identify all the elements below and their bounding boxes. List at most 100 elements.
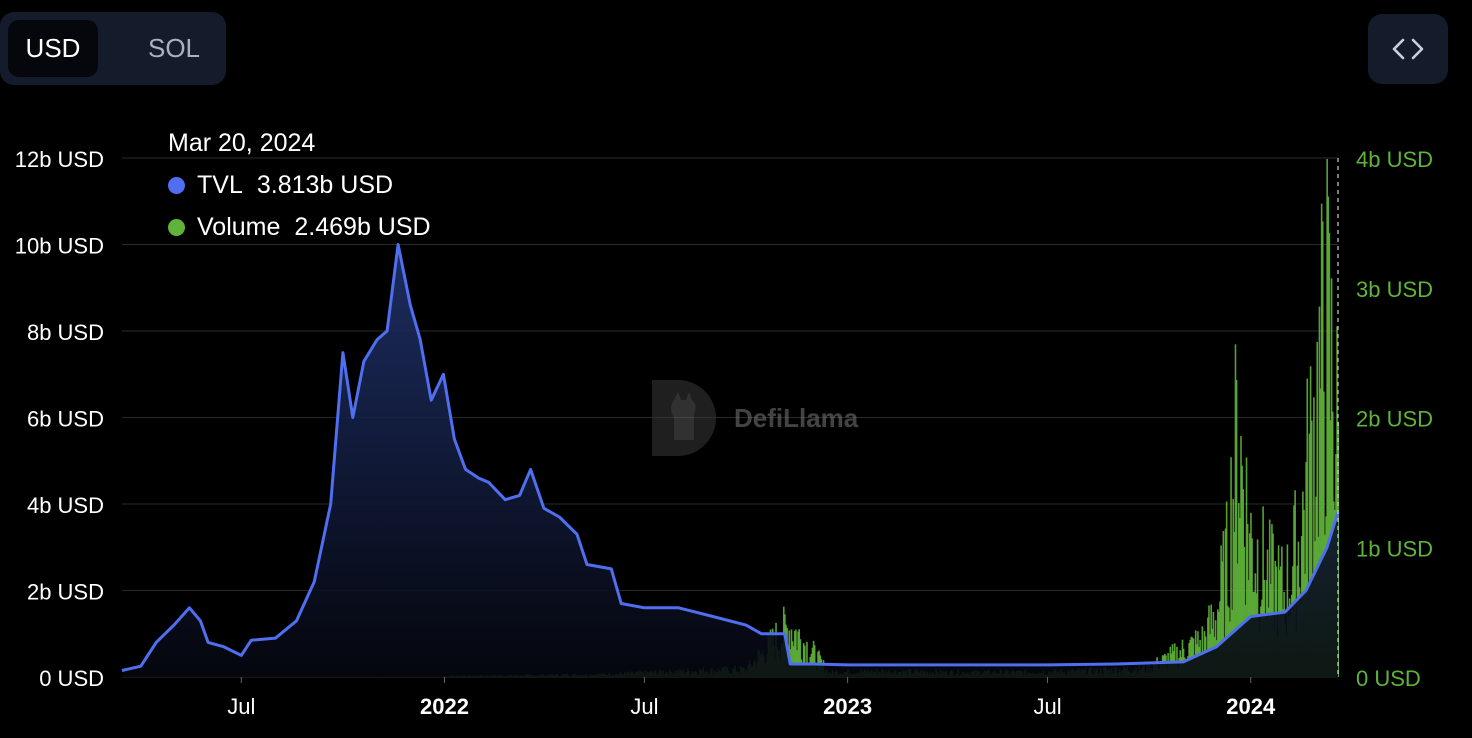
usd-option[interactable]: USD [8, 20, 98, 77]
volume-bar [1219, 601, 1221, 677]
tooltip-volume-value: 2.469b USD [294, 213, 431, 241]
volume-bar [1321, 221, 1324, 677]
volume-bar [1235, 379, 1238, 677]
x-axis-tick-label: Jul [1033, 694, 1061, 719]
volume-bar [1316, 341, 1319, 677]
volume-bar [1330, 278, 1333, 677]
volume-bar [1251, 538, 1253, 677]
volume-bar [1222, 531, 1225, 677]
right-axis-tick-label: 2b USD [1356, 407, 1433, 432]
volume-bar [1256, 539, 1259, 677]
volume-bar [1210, 604, 1212, 677]
volume-bar [1305, 461, 1307, 677]
tooltip-date: Mar 20, 2024 [168, 129, 316, 157]
volume-bar [791, 641, 794, 677]
left-axis-tick-label: 10b USD [15, 234, 104, 259]
left-axis-tick-label: 0 USD [39, 666, 104, 691]
watermark-text: DefiLlama [734, 402, 859, 433]
volume-bar [1306, 378, 1309, 677]
volume-bar [1337, 421, 1339, 677]
volume-bar [1310, 420, 1313, 677]
volume-bar [792, 646, 795, 677]
volume-bar [1293, 505, 1295, 677]
volume-bar [1194, 630, 1197, 677]
left-axis-tick-label: 4b USD [27, 493, 104, 518]
left-axis-tick-label: 2b USD [27, 580, 104, 605]
volume-bar [1302, 491, 1304, 677]
volume-bar [798, 629, 801, 677]
volume-bar [1319, 388, 1322, 677]
volume-bar [1294, 490, 1296, 677]
right-axis-tick-label: 0 USD [1356, 666, 1421, 691]
volume-bar [1328, 232, 1331, 678]
tooltip-tvl-row: TVL 3.813b USD [168, 164, 431, 206]
volume-bar [1236, 563, 1239, 677]
volume-bar [1234, 344, 1237, 677]
volume-bar [1230, 457, 1232, 677]
tooltip-tvl-value: 3.813b USD [256, 171, 394, 199]
volume-bar [1225, 501, 1228, 677]
volume-dot-icon [168, 218, 185, 236]
x-axis-tick-label: 2022 [420, 694, 469, 719]
currency-toggle: USD SOL [0, 12, 226, 85]
volume-bar [1171, 644, 1174, 677]
volume-bar [1309, 366, 1312, 677]
chart-tooltip: Mar 20, 2024 TVL 3.813b USD Volume 2.469… [168, 122, 431, 248]
volume-bar [1233, 531, 1236, 677]
tooltip-volume-label: Volume [197, 213, 281, 241]
right-axis-tick-label: 4b USD [1356, 147, 1433, 172]
volume-bar [1336, 326, 1338, 677]
volume-bar [1277, 545, 1280, 677]
volume-bar [1212, 612, 1215, 677]
volume-bar [803, 645, 806, 677]
volume-bar [1326, 158, 1328, 678]
volume-bar [1217, 609, 1219, 677]
volume-bar [1272, 533, 1274, 677]
volume-bar [1250, 512, 1252, 677]
tvl-dot-icon [168, 176, 185, 194]
volume-bar [812, 640, 815, 677]
tooltip-volume-row: Volume 2.469b USD [168, 206, 431, 248]
left-axis-tick-label: 8b USD [27, 320, 104, 345]
volume-bar [1262, 506, 1264, 677]
llama-logo-icon [652, 380, 716, 456]
volume-bar [802, 643, 805, 677]
watermark: DefiLlama [648, 378, 858, 458]
volume-bar [1232, 498, 1235, 677]
volume-bar [1271, 524, 1273, 677]
x-axis-tick-label: 2023 [823, 694, 872, 719]
x-axis-tick-label: 2024 [1226, 694, 1276, 719]
volume-bar [1320, 203, 1323, 677]
tvl-area [122, 244, 1338, 677]
volume-bar [1173, 643, 1176, 677]
volume-bar [811, 647, 814, 677]
code-icon [1392, 38, 1424, 60]
volume-bar [1224, 528, 1227, 677]
left-axis-tick-label: 12b USD [15, 147, 104, 172]
volume-bar [1181, 639, 1184, 677]
volume-bar [1237, 503, 1240, 677]
volume-bar [1240, 436, 1242, 677]
volume-bar [1323, 391, 1325, 677]
volume-bar [1245, 457, 1248, 677]
volume-bar [1221, 561, 1224, 677]
embed-button[interactable] [1368, 14, 1448, 84]
volume-bar [794, 630, 796, 677]
volume-bar [1268, 519, 1271, 677]
volume-bar [795, 629, 797, 677]
right-axis-tick-label: 1b USD [1356, 536, 1433, 561]
volume-bar [1313, 397, 1315, 677]
volume-bar [1249, 533, 1251, 677]
volume-bar [1246, 523, 1249, 677]
tooltip-tvl-label: TVL [197, 171, 243, 199]
right-axis-tick-label: 3b USD [1356, 277, 1433, 302]
volume-bar [1207, 617, 1209, 677]
volume-bar [1243, 546, 1246, 677]
volume-bar [806, 641, 808, 677]
sol-option[interactable]: SOL [147, 33, 201, 63]
volume-bar [797, 631, 799, 677]
volume-bar [813, 645, 816, 677]
volume-bar [1220, 545, 1222, 677]
volume-bar [1242, 489, 1245, 677]
